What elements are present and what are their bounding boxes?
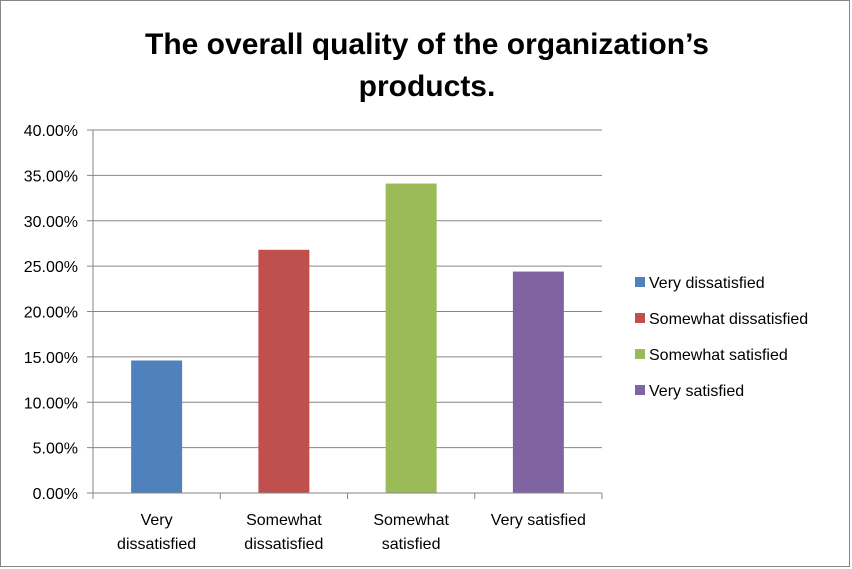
y-tick-label: 35.00% (24, 168, 78, 185)
x-category-label: dissatisfied (244, 536, 323, 553)
legend: Very dissatisfied Somewhat dissatisfied So… (635, 275, 808, 400)
x-category-label: Somewhat (246, 512, 322, 529)
legend-swatch (635, 313, 645, 323)
legend-label: Somewhat satisfied (649, 347, 788, 364)
legend-label: Very dissatisfied (649, 275, 765, 292)
chart-title-line-1: The overall quality of the organization’… (145, 28, 709, 61)
x-category-label: satisfied (382, 536, 441, 553)
x-category-label: Somewhat (373, 512, 449, 529)
y-tick-label: 10.00% (24, 395, 78, 412)
y-tick-label: 15.00% (24, 350, 78, 367)
y-tick-label: 0.00% (33, 486, 78, 503)
y-tick-label: 5.00% (33, 441, 78, 458)
legend-label: Somewhat dissatisfied (649, 311, 808, 328)
y-tick-label: 25.00% (24, 259, 78, 276)
x-category-label: dissatisfied (117, 536, 196, 553)
chart-title-line-2: products. (359, 70, 496, 103)
chart-title: The overall quality of the organization’… (145, 28, 709, 103)
x-category-label: Very satisfied (491, 512, 586, 529)
legend-swatch (635, 277, 645, 287)
legend-swatch (635, 385, 645, 395)
x-axis-tick-labels: Very dissatisfied Somewhat dissatisfied Some… (117, 512, 586, 553)
x-category-label: Very (141, 512, 173, 529)
bar-somewhat-satisfied (385, 183, 437, 494)
y-tick-label: 20.00% (24, 305, 78, 322)
y-tick-label: 30.00% (24, 214, 78, 231)
y-tick-label: 40.00% (24, 123, 78, 140)
legend-label: Very satisfied (649, 383, 744, 400)
bars (131, 183, 564, 494)
y-axis-tick-labels: 0.00% 5.00% 10.00% 15.00% 20.00% 25.00% 30.00%… (24, 123, 78, 503)
bar-very-dissatisfied (131, 360, 183, 493)
axes (92, 130, 603, 499)
bar-somewhat-dissatisfied (258, 249, 310, 493)
legend-swatch (635, 349, 645, 359)
bar-very-satisfied (512, 271, 564, 493)
